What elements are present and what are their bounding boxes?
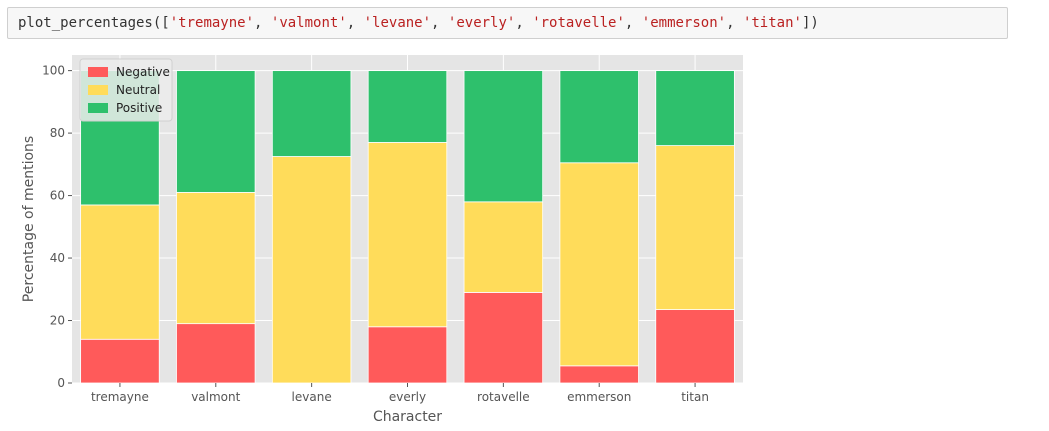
bar-neutral-titan (655, 145, 735, 310)
bar-positive-valmont (176, 70, 256, 193)
code-arg-separator: , (515, 15, 533, 31)
code-args: 'tremayne', 'valmont', 'levane', 'everly… (170, 15, 802, 31)
legend-label-neutral: Neutral (116, 83, 160, 97)
code-arg-separator: , (431, 15, 448, 31)
stacked-bar-chart: 0 20 40 60 80 100 tremayne valmont levane everly r… (21, 55, 743, 425)
code-arg-separator: , (254, 15, 271, 31)
y-axis-label: Percentage of mentions (21, 136, 37, 302)
bar-positive-emmerson (559, 70, 639, 164)
bar-neutral-everly (367, 142, 448, 328)
x-tick-label: emmerson (567, 390, 631, 404)
bar-positive-rotavelle (463, 70, 544, 203)
bar-negative-titan (655, 309, 735, 384)
bar-neutral-valmont (176, 192, 256, 325)
bar-neutral-levane (271, 156, 352, 384)
bar-positive-titan (655, 70, 735, 146)
y-tick-label: 40 (50, 251, 65, 265)
y-tick-label: 80 (50, 126, 65, 140)
legend-label-positive: Positive (116, 101, 162, 115)
bar-neutral-tremayne (80, 204, 160, 340)
code-arg-separator: , (346, 15, 364, 31)
code-arg-separator: , (624, 15, 642, 31)
x-axis-label: Character (373, 409, 442, 425)
y-tick-label: 60 (50, 189, 65, 203)
bar-negative-everly (367, 326, 448, 384)
x-tick-label: everly (389, 390, 426, 404)
code-arg-string: 'emmerson' (641, 15, 727, 31)
code-arg-string: 'everly' (447, 15, 516, 31)
x-tick-label: levane (292, 390, 332, 404)
legend-swatch-positive (88, 103, 108, 113)
code-open-paren: ( (152, 15, 162, 31)
legend-label-negative: Negative (116, 65, 170, 79)
y-tick-label: 20 (50, 314, 65, 328)
legend-swatch-neutral (88, 85, 108, 95)
x-tick-label: tremayne (91, 390, 149, 404)
y-tick-label: 0 (57, 376, 65, 390)
bar-positive-levane (271, 70, 352, 157)
x-tick-label: rotavelle (477, 390, 530, 404)
bar-negative-valmont (176, 323, 256, 384)
code-function-name: plot_percentages (18, 15, 153, 31)
bar-negative-tremayne (80, 338, 160, 384)
bar-positive-everly (367, 70, 448, 143)
code-arg-string: 'valmont' (270, 15, 347, 31)
bar-negative-emmerson (559, 365, 639, 384)
code-arg-string: 'tremayne' (169, 15, 255, 31)
code-close-paren: ) (810, 15, 819, 31)
code-arg-string: 'titan' (742, 15, 802, 31)
bar-negative-rotavelle (463, 292, 544, 384)
x-tick-label: valmont (191, 390, 240, 404)
code-arg-string: 'levane' (363, 15, 432, 31)
code-cell-input[interactable]: plot_percentages(['tremayne', 'valmont',… (7, 7, 1008, 39)
x-tick-label: titan (681, 390, 709, 404)
bar-neutral-rotavelle (463, 201, 544, 293)
y-tick-label: 100 (42, 64, 65, 78)
legend-swatch-negative (88, 67, 108, 77)
code-open-bracket: [ (161, 15, 170, 31)
code-arg-string: 'rotavelle' (532, 15, 625, 31)
bar-neutral-emmerson (559, 162, 639, 367)
code-close-bracket: ] (801, 15, 811, 31)
code-arg-separator: , (726, 15, 743, 31)
